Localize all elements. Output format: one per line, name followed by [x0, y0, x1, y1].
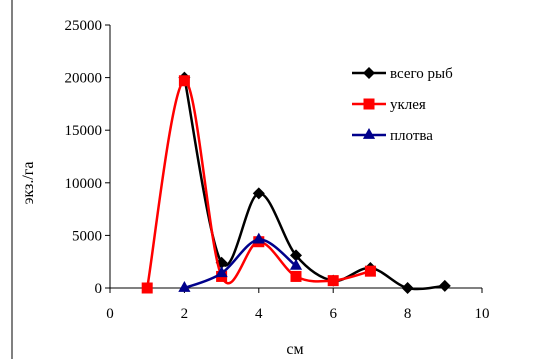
y-tick-label: 0: [95, 281, 103, 297]
x-tick-label: 4: [255, 306, 263, 322]
data-point: [215, 266, 228, 278]
data-point: [252, 187, 265, 200]
y-tick-label: 15000: [65, 123, 103, 139]
legend-label: плотва: [390, 128, 433, 144]
x-tick-label: 0: [106, 306, 114, 322]
data-point: [401, 282, 414, 294]
x-tick-label: 6: [329, 306, 337, 322]
x-tick-label: 2: [181, 306, 189, 322]
data-point: [364, 265, 376, 277]
x-tick-label: 10: [475, 306, 490, 322]
data-point: [178, 281, 191, 292]
legend-item: уклея: [352, 97, 426, 113]
legend: всего рыб уклея плотва: [352, 66, 453, 144]
y-tick-label: 25000: [65, 18, 103, 34]
series-уклея: [141, 75, 376, 294]
series-плотва: [178, 232, 303, 292]
legend-label: уклея: [390, 97, 426, 113]
series-line: [183, 238, 297, 290]
x-tick-label: 8: [404, 306, 412, 322]
x-axis-title: см: [286, 341, 303, 358]
data-point: [252, 232, 265, 244]
y-tick-label: 10000: [65, 176, 103, 192]
data-point: [289, 258, 303, 270]
legend-item: плотва: [352, 128, 433, 144]
y-tick-label: 20000: [65, 71, 103, 87]
data-point: [438, 279, 451, 292]
legend-item: всего рыб: [352, 66, 453, 82]
data-point: [327, 275, 339, 287]
data-point: [178, 75, 190, 87]
y-tick-label: 5000: [72, 228, 102, 244]
axes: 0 5000 10000 15000 20000 25000 0 2 4 6 8 10: [65, 18, 490, 322]
data-point: [141, 282, 153, 294]
legend-label: всего рыб: [390, 66, 453, 82]
data-point: [290, 249, 302, 262]
series-layer: [141, 71, 451, 294]
legend-marker: [362, 128, 376, 139]
legend-marker: [363, 67, 375, 79]
legend-marker: [363, 98, 375, 110]
data-point: [290, 270, 302, 282]
y-axis-title: экз./га: [20, 162, 37, 205]
series-line: [145, 79, 371, 289]
